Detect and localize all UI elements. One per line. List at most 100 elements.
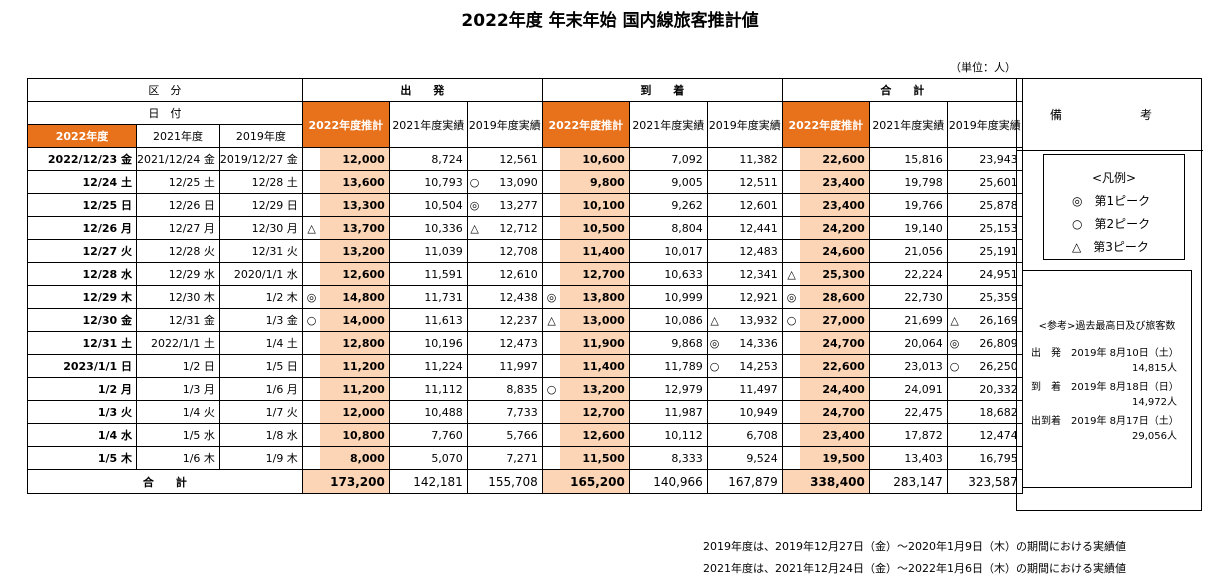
tot-2019-value: 18,682 <box>961 400 1023 424</box>
dep-2019-value: 12,237 <box>481 308 543 332</box>
arr-2022-peak-mark <box>541 216 561 240</box>
legend-second-peak: ○ 第2ピーク <box>1072 217 1151 231</box>
dep-2022-value: 13,700 <box>320 216 390 240</box>
arr-2022-peak-mark <box>541 193 561 217</box>
year-2022-header: 2022年度 <box>27 124 137 148</box>
date-2019: 12/28 土 <box>218 170 303 194</box>
date-2019: 1/6 月 <box>218 377 303 401</box>
tot-2019-peak-mark <box>946 423 962 447</box>
date-2021: 12/31 金 <box>136 308 220 332</box>
dep-2022-value: 10,800 <box>320 423 390 447</box>
tot-2019-value: 16,795 <box>961 446 1023 470</box>
date-2021: 12/30 木 <box>136 285 220 309</box>
date-2019: 12/30 月 <box>218 216 303 240</box>
tot-2022-peak-mark: △ <box>781 262 801 286</box>
date-2019: 1/7 火 <box>218 400 303 424</box>
dep-2022-peak-mark <box>301 354 321 378</box>
date-2022: 1/4 水 <box>27 423 137 447</box>
kubun-header: 区 分 <box>27 78 303 102</box>
date-2021: 12/26 日 <box>136 193 220 217</box>
dep-2022-value: 12,600 <box>320 262 390 286</box>
date-2021: 2021/12/24 金 <box>136 147 220 171</box>
dep-2022-peak-mark <box>301 193 321 217</box>
dep-2019-value: 7,271 <box>481 446 543 470</box>
total-header: 合 計 <box>781 78 1023 102</box>
dep-2019-peak-mark: ○ <box>466 170 482 194</box>
arr-2022-value: 12,700 <box>560 262 630 286</box>
reference-title: <参考>過去最高日及び旅客数 <box>1038 321 1176 332</box>
arr-2022-peak-mark: △ <box>541 308 561 332</box>
dep-2019-value: 12,712 <box>481 216 543 240</box>
arr-2019-peak-mark <box>706 170 722 194</box>
arr-2021-value: 10,633 <box>628 262 708 286</box>
date-2021: 1/5 水 <box>136 423 220 447</box>
arr-2019-peak-mark <box>706 262 722 286</box>
arr-2019-peak-mark <box>706 285 722 309</box>
remarks-panel: 備 考 <box>1016 78 1203 511</box>
tot-2019-value: 26,809 <box>961 331 1023 355</box>
tot-2019-value: 26,250 <box>961 354 1023 378</box>
arr-2019-value: 14,336 <box>721 331 783 355</box>
arr-2022-peak-mark <box>541 170 561 194</box>
tot-2022-peak-mark <box>781 331 801 355</box>
arr-2021-value: 9,868 <box>628 331 708 355</box>
tot-2022-peak-mark <box>781 400 801 424</box>
arr-2019-value: 6,708 <box>721 423 783 447</box>
tot-2021-value: 13,403 <box>868 446 948 470</box>
tot-2019-peak-mark <box>946 377 962 401</box>
dep-2022-peak-mark <box>301 147 321 171</box>
dep-2019-peak-mark <box>466 262 482 286</box>
tot-2022-value: 23,400 <box>800 423 870 447</box>
arr-2022-value: 11,400 <box>560 239 630 263</box>
tot-2021-value: 22,475 <box>868 400 948 424</box>
reference-arr-value: 14,972人 <box>1132 397 1177 408</box>
arr-2022-peak-mark <box>541 354 561 378</box>
totals-dep-2022: 173,200 <box>301 469 390 494</box>
tot-2019-value: 23,943 <box>961 147 1023 171</box>
arr-2019-value: 14,253 <box>721 354 783 378</box>
tot-2021-value: 21,056 <box>868 239 948 263</box>
date-2021: 2022/1/1 土 <box>136 331 220 355</box>
tot-2019-value: 24,951 <box>961 262 1023 286</box>
tot-2022-peak-mark <box>781 446 801 470</box>
date-2021: 1/4 火 <box>136 400 220 424</box>
date-2022: 1/3 火 <box>27 400 137 424</box>
table-row: 2023/1/1 日 1/2 日 1/5 日 11,200 11,224 11,997 11… <box>27 354 1023 378</box>
totals-tot-2019: 323,587 <box>946 469 1023 494</box>
date-2019: 1/2 木 <box>218 285 303 309</box>
arr-2022-value: 13,800 <box>560 285 630 309</box>
tot-2021-value: 17,872 <box>868 423 948 447</box>
tot-2021-header: 2021年度実績 <box>868 101 948 148</box>
arr-2022-value: 13,000 <box>560 308 630 332</box>
tot-2019-value: 25,359 <box>961 285 1023 309</box>
dep-2021-value: 11,591 <box>388 262 468 286</box>
tot-2019-peak-mark <box>946 446 962 470</box>
reference-both-value: 29,056人 <box>1132 431 1177 442</box>
table-row: 12/31 土 2022/1/1 土 1/4 土 12,800 10,196 12,473… <box>27 331 1023 355</box>
tot-2022-value: 28,600 <box>800 285 870 309</box>
dep-2021-value: 8,724 <box>388 147 468 171</box>
arr-2019-peak-mark <box>706 400 722 424</box>
dep-2021-value: 5,070 <box>388 446 468 470</box>
tot-2021-value: 19,140 <box>868 216 948 240</box>
date-2022: 12/30 金 <box>27 308 137 332</box>
tot-2021-value: 22,730 <box>868 285 948 309</box>
date-2022: 12/26 月 <box>27 216 137 240</box>
tot-2022-value: 22,600 <box>800 147 870 171</box>
arr-2019-value: 11,382 <box>721 147 783 171</box>
date-2022: 1/5 木 <box>27 446 137 470</box>
arr-2019-value: 12,341 <box>721 262 783 286</box>
arr-2019-value: 13,932 <box>721 308 783 332</box>
arr-2021-value: 9,005 <box>628 170 708 194</box>
date-2021: 1/2 日 <box>136 354 220 378</box>
tot-2022-peak-mark <box>781 170 801 194</box>
arr-2022-peak-mark <box>541 400 561 424</box>
dep-2022-peak-mark: ○ <box>301 308 321 332</box>
year-2019-header: 2019年度 <box>218 124 303 148</box>
tot-2022-value: 22,600 <box>800 354 870 378</box>
arr-2019-peak-mark <box>706 239 722 263</box>
arr-2021-header: 2021年度実績 <box>628 101 708 148</box>
arr-2022-header: 2022年度推計 <box>541 101 630 148</box>
arr-2021-value: 11,789 <box>628 354 708 378</box>
dep-2022-peak-mark <box>301 239 321 263</box>
